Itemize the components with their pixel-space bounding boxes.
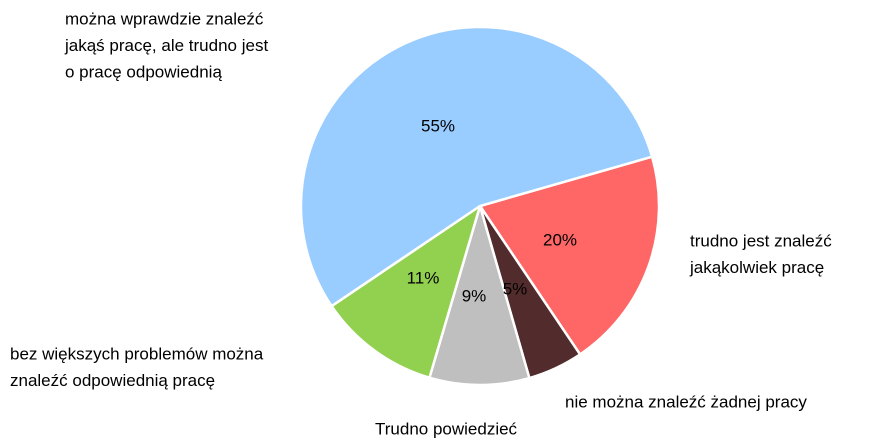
value-label: 5% [503,279,528,298]
value-label: 11% [407,268,440,287]
pie-slice [329,203,483,380]
pie-slice [299,25,654,308]
category-label: można wprawdzie znaleźć [65,9,264,28]
value-label: 55% [421,116,455,135]
category-label: znaleźć odpowiednią pracę [10,371,215,390]
category-label: nie można znaleźć żadnej pracy [565,392,807,411]
category-label: Trudno powiedzieć [375,419,518,438]
value-label: 9% [462,286,487,305]
category-label: trudno jest znaleźć [690,231,832,250]
pie-slice [478,155,661,357]
category-label: jakąkolwiek pracę [689,258,824,277]
category-label: o pracę odpowiednią [65,62,222,81]
pie-slice [427,201,531,387]
category-label: bez większych problemów można [10,344,264,363]
value-label: 20% [543,230,577,249]
category-label: jakąś pracę, ale trudno jest [64,36,268,55]
